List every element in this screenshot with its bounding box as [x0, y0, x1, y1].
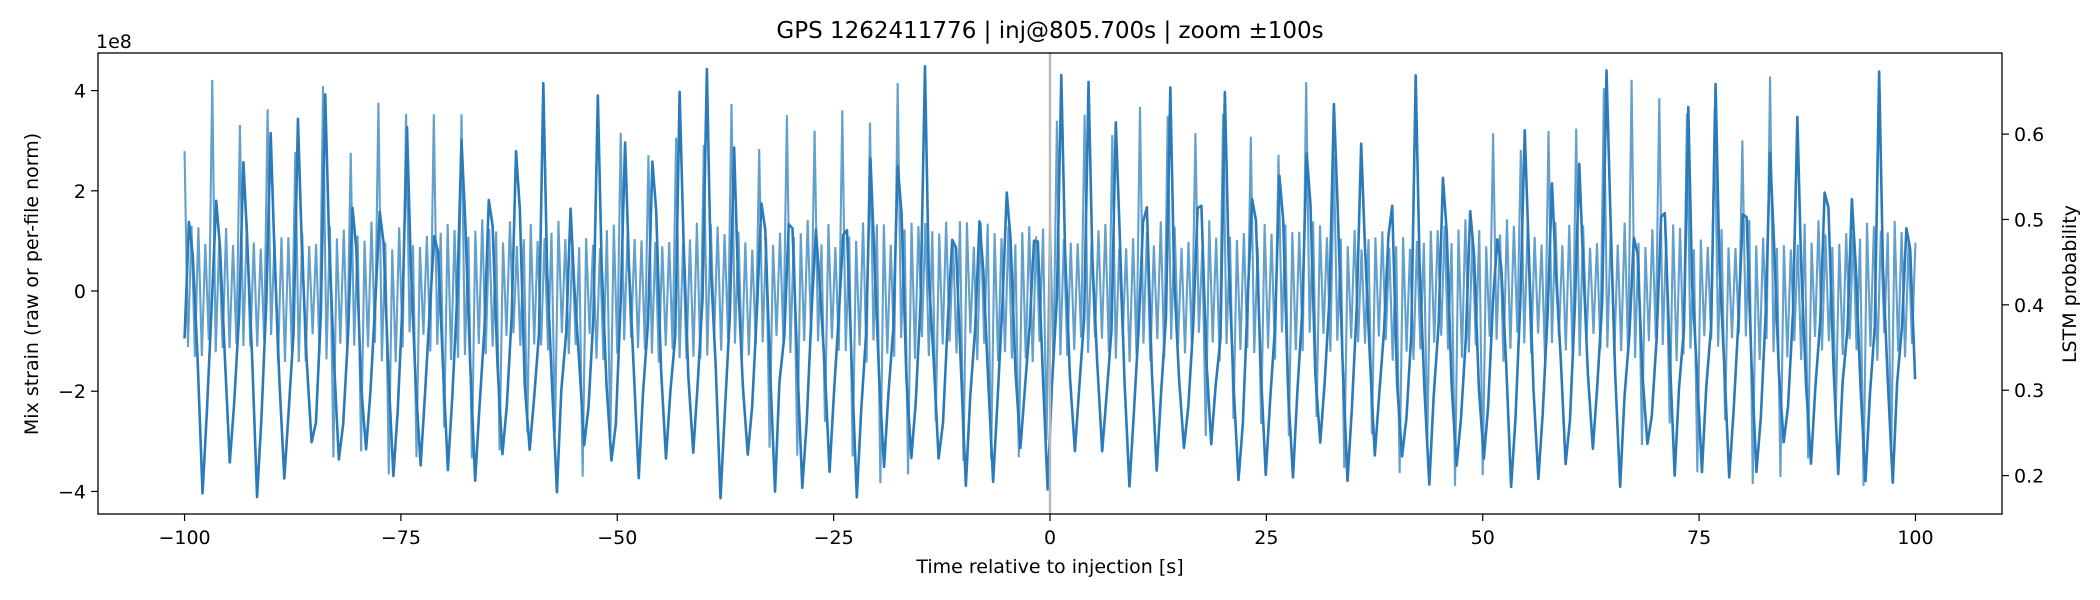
- x-tick-label: −50: [597, 527, 637, 549]
- axes-layer: −100 −75 −50 −25 0 25 50 75 100 −4 −2 0 2 4 0.2 0.3 0.4 0…: [58, 52, 2044, 549]
- y-axis-label-left: Mix strain (raw or per-file norm): [21, 133, 43, 435]
- y-left-tick-label: 0: [74, 281, 86, 303]
- x-tick-label: −25: [814, 527, 854, 549]
- y-right-tick-label: 0.5: [2014, 209, 2044, 231]
- x-tick-label: −100: [158, 527, 210, 549]
- series-layer: [183, 53, 1917, 514]
- x-axis-label: Time relative to injection [s]: [915, 556, 1183, 578]
- x-tick-label: −75: [381, 527, 421, 549]
- plot-area: [183, 53, 1917, 514]
- y-left-tick-label: −2: [58, 381, 86, 403]
- y-left-tick-label: 4: [74, 81, 86, 103]
- y-offset-label: 1e8: [96, 31, 132, 53]
- y-right-tick-label: 0.4: [2014, 295, 2044, 317]
- chart-title: GPS 1262411776 | inj@805.700s | zoom ±10…: [776, 18, 1323, 44]
- x-tick-label: 0: [1044, 527, 1056, 549]
- y-left-tick-label: −4: [58, 481, 86, 503]
- y-right-tick-label: 0.2: [2014, 466, 2044, 488]
- x-tick-label: 50: [1471, 527, 1495, 549]
- y-right-tick-label: 0.6: [2014, 124, 2044, 146]
- y-right-tick-label: 0.3: [2014, 380, 2044, 402]
- x-tick-label: 100: [1897, 527, 1933, 549]
- y-axis-label-right: LSTM probability: [2059, 205, 2081, 363]
- x-tick-label: 75: [1687, 527, 1711, 549]
- x-tick-label: 25: [1254, 527, 1278, 549]
- y-left-tick-label: 2: [74, 181, 86, 203]
